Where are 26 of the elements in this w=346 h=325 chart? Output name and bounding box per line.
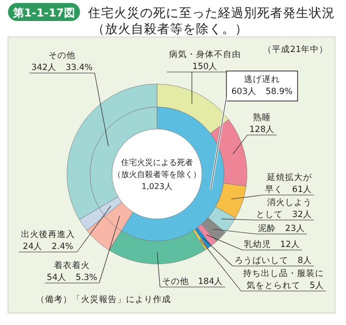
data-label: 603人 58.9% [231,86,293,97]
slice-label: 逃げ遅れ [244,74,280,85]
slice-label: 持ち出し品・服装に気をとられて 5人 [243,268,324,291]
chart-title: 住宅火災の死に至った経過別死者発生状況（放火自殺者等を除く。） [87,5,335,36]
data-label: 54人 5.3% [46,272,98,283]
text: 1,023人 [142,182,172,191]
slice-label: 泥酔 23人 [258,223,305,234]
slice-label: ろうばいして 8人 [234,255,312,266]
slice-label: その他 184人 [162,276,224,287]
slice-label: 着衣着火 [54,260,90,271]
slice-label: 乳幼児 12人 [244,239,300,250]
chart-subtitle: 第1-1-17図 [12,6,75,20]
text: （平成21年中） [263,44,328,55]
slice-label: 熟睡 [253,112,271,123]
text: （備考）「火災報告」により作成 [36,294,171,305]
data-label: 128人 [249,124,275,135]
text: 住宅火災による死者 [121,158,193,167]
slice-label: その他 [48,50,76,61]
slice-label: 病気・身体不自由 [169,49,241,60]
data-label: 150人 [192,61,218,72]
data-label: 342人 33.4% [31,62,93,73]
slice-label: 出火後再進入 [21,229,75,240]
text: （放火自殺者等を除く） [113,170,201,179]
data-label: 24人 2.4% [22,241,74,252]
slice-label: 延焼拡大が早く 61人 [265,172,313,195]
slice-label: 消火しようとして 32人 [256,197,312,220]
